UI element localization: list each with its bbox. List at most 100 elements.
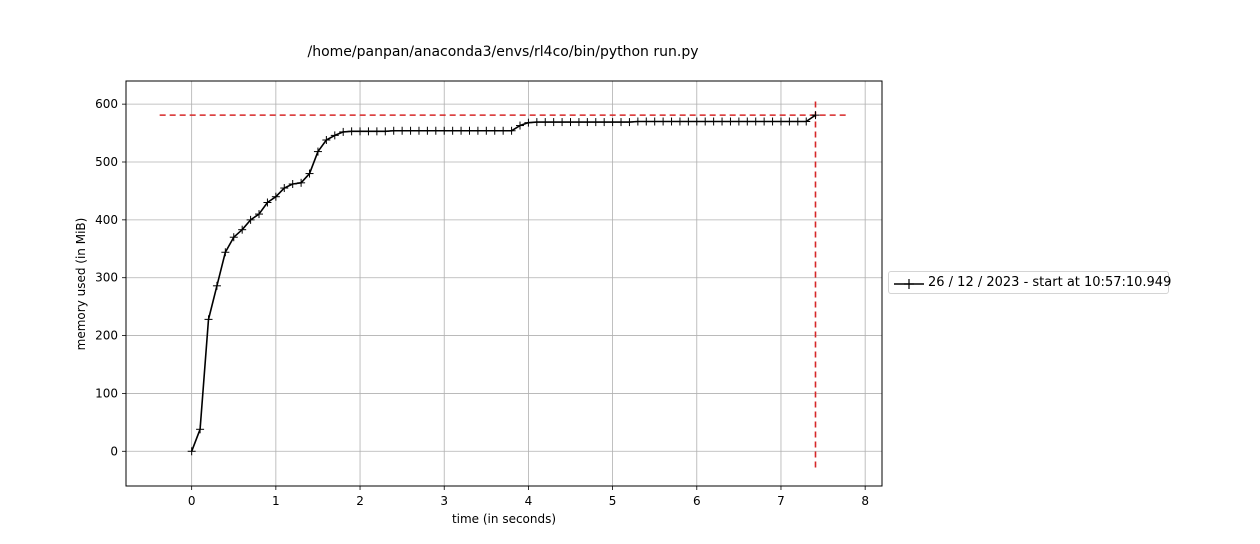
data-point [297,178,306,187]
y-tick-label: 500 [95,155,118,169]
data-point [398,126,407,135]
data-point [356,127,365,136]
data-point [768,117,777,126]
y-axis-label: memory used (in MiB) [74,218,88,351]
data-point [785,117,794,126]
data-point [381,127,390,136]
data-point [617,118,626,127]
data-point [583,118,592,127]
y-tick-label: 200 [95,329,118,343]
x-ticks: 0 1 2 3 4 5 6 7 8 [188,486,869,508]
data-point [431,126,440,135]
data-point [196,425,205,434]
x-tick-label: 0 [188,494,196,508]
data-point [347,127,356,136]
data-point [364,127,373,136]
data-point [507,126,516,135]
data-point [667,117,676,126]
data-point [305,169,314,178]
y-tick-label: 0 [110,444,118,458]
data-point [718,117,727,126]
data-point [288,179,297,188]
data-point [558,118,567,127]
data-point [187,447,196,456]
data-point [709,117,718,126]
data-point [675,117,684,126]
data-point [372,127,381,136]
data-point [625,118,634,127]
data-point [760,117,769,126]
data-point [440,126,449,135]
data-point [482,126,491,135]
data-point [541,118,550,127]
data-point [515,121,524,130]
data-point [339,127,348,136]
x-tick-label: 5 [609,494,617,508]
data-point [263,198,272,207]
chart-title: /home/panpan/anaconda3/envs/rl4co/bin/py… [307,44,698,60]
data-point [802,117,811,126]
data-point [811,111,820,120]
data-point [448,126,457,135]
data-point [734,117,743,126]
x-axis-label: time (in seconds) [452,512,556,526]
data-point [204,315,213,324]
y-tick-label: 300 [95,271,118,285]
x-tick-label: 7 [777,494,785,508]
data-point [313,147,322,156]
data-point [406,126,415,135]
plot-frame [125,80,883,487]
data-point [776,117,785,126]
y-tick-label: 400 [95,213,118,227]
data-point [212,281,221,290]
data-point [490,126,499,135]
legend: 26 / 12 / 2023 - start at 10:57:10.949 [888,271,1172,294]
data-point [600,118,609,127]
data-point [743,117,752,126]
data-point [701,117,710,126]
max-memory-markers [159,98,849,468]
data-point [271,192,280,201]
data-point [414,126,423,135]
data-point [255,210,264,219]
data-point [574,118,583,127]
data-point [221,248,230,257]
data-point [650,117,659,126]
data-point [322,136,331,145]
data-point [389,126,398,135]
y-tick-label: 600 [95,97,118,111]
grid [126,81,882,486]
data-point [642,117,651,126]
x-tick-label: 2 [356,494,364,508]
legend-swatch [894,279,924,289]
data-point [465,126,474,135]
data-point [549,118,558,127]
data-point [566,118,575,127]
x-tick-label: 4 [525,494,533,508]
data-point [591,118,600,127]
data-point [659,117,668,126]
data-point [423,126,432,135]
data-point [692,117,701,126]
legend-label: 26 / 12 / 2023 - start at 10:57:10.949 [928,275,1172,290]
data-point [330,131,339,140]
data-point [280,184,289,193]
series-line [190,114,816,452]
data-point [684,117,693,126]
data-point [229,233,238,242]
x-tick-label: 1 [272,494,280,508]
data-point [246,215,255,224]
data-point [751,117,760,126]
y-ticks: 0 100 200 300 400 500 600 [95,97,126,458]
data-point [457,126,466,135]
x-tick-label: 8 [861,494,869,508]
data-point [793,117,802,126]
data-point [633,117,642,126]
data-point [726,117,735,126]
data-point [473,126,482,135]
y-tick-label: 100 [95,386,118,400]
data-point [524,118,533,127]
x-tick-label: 6 [693,494,701,508]
